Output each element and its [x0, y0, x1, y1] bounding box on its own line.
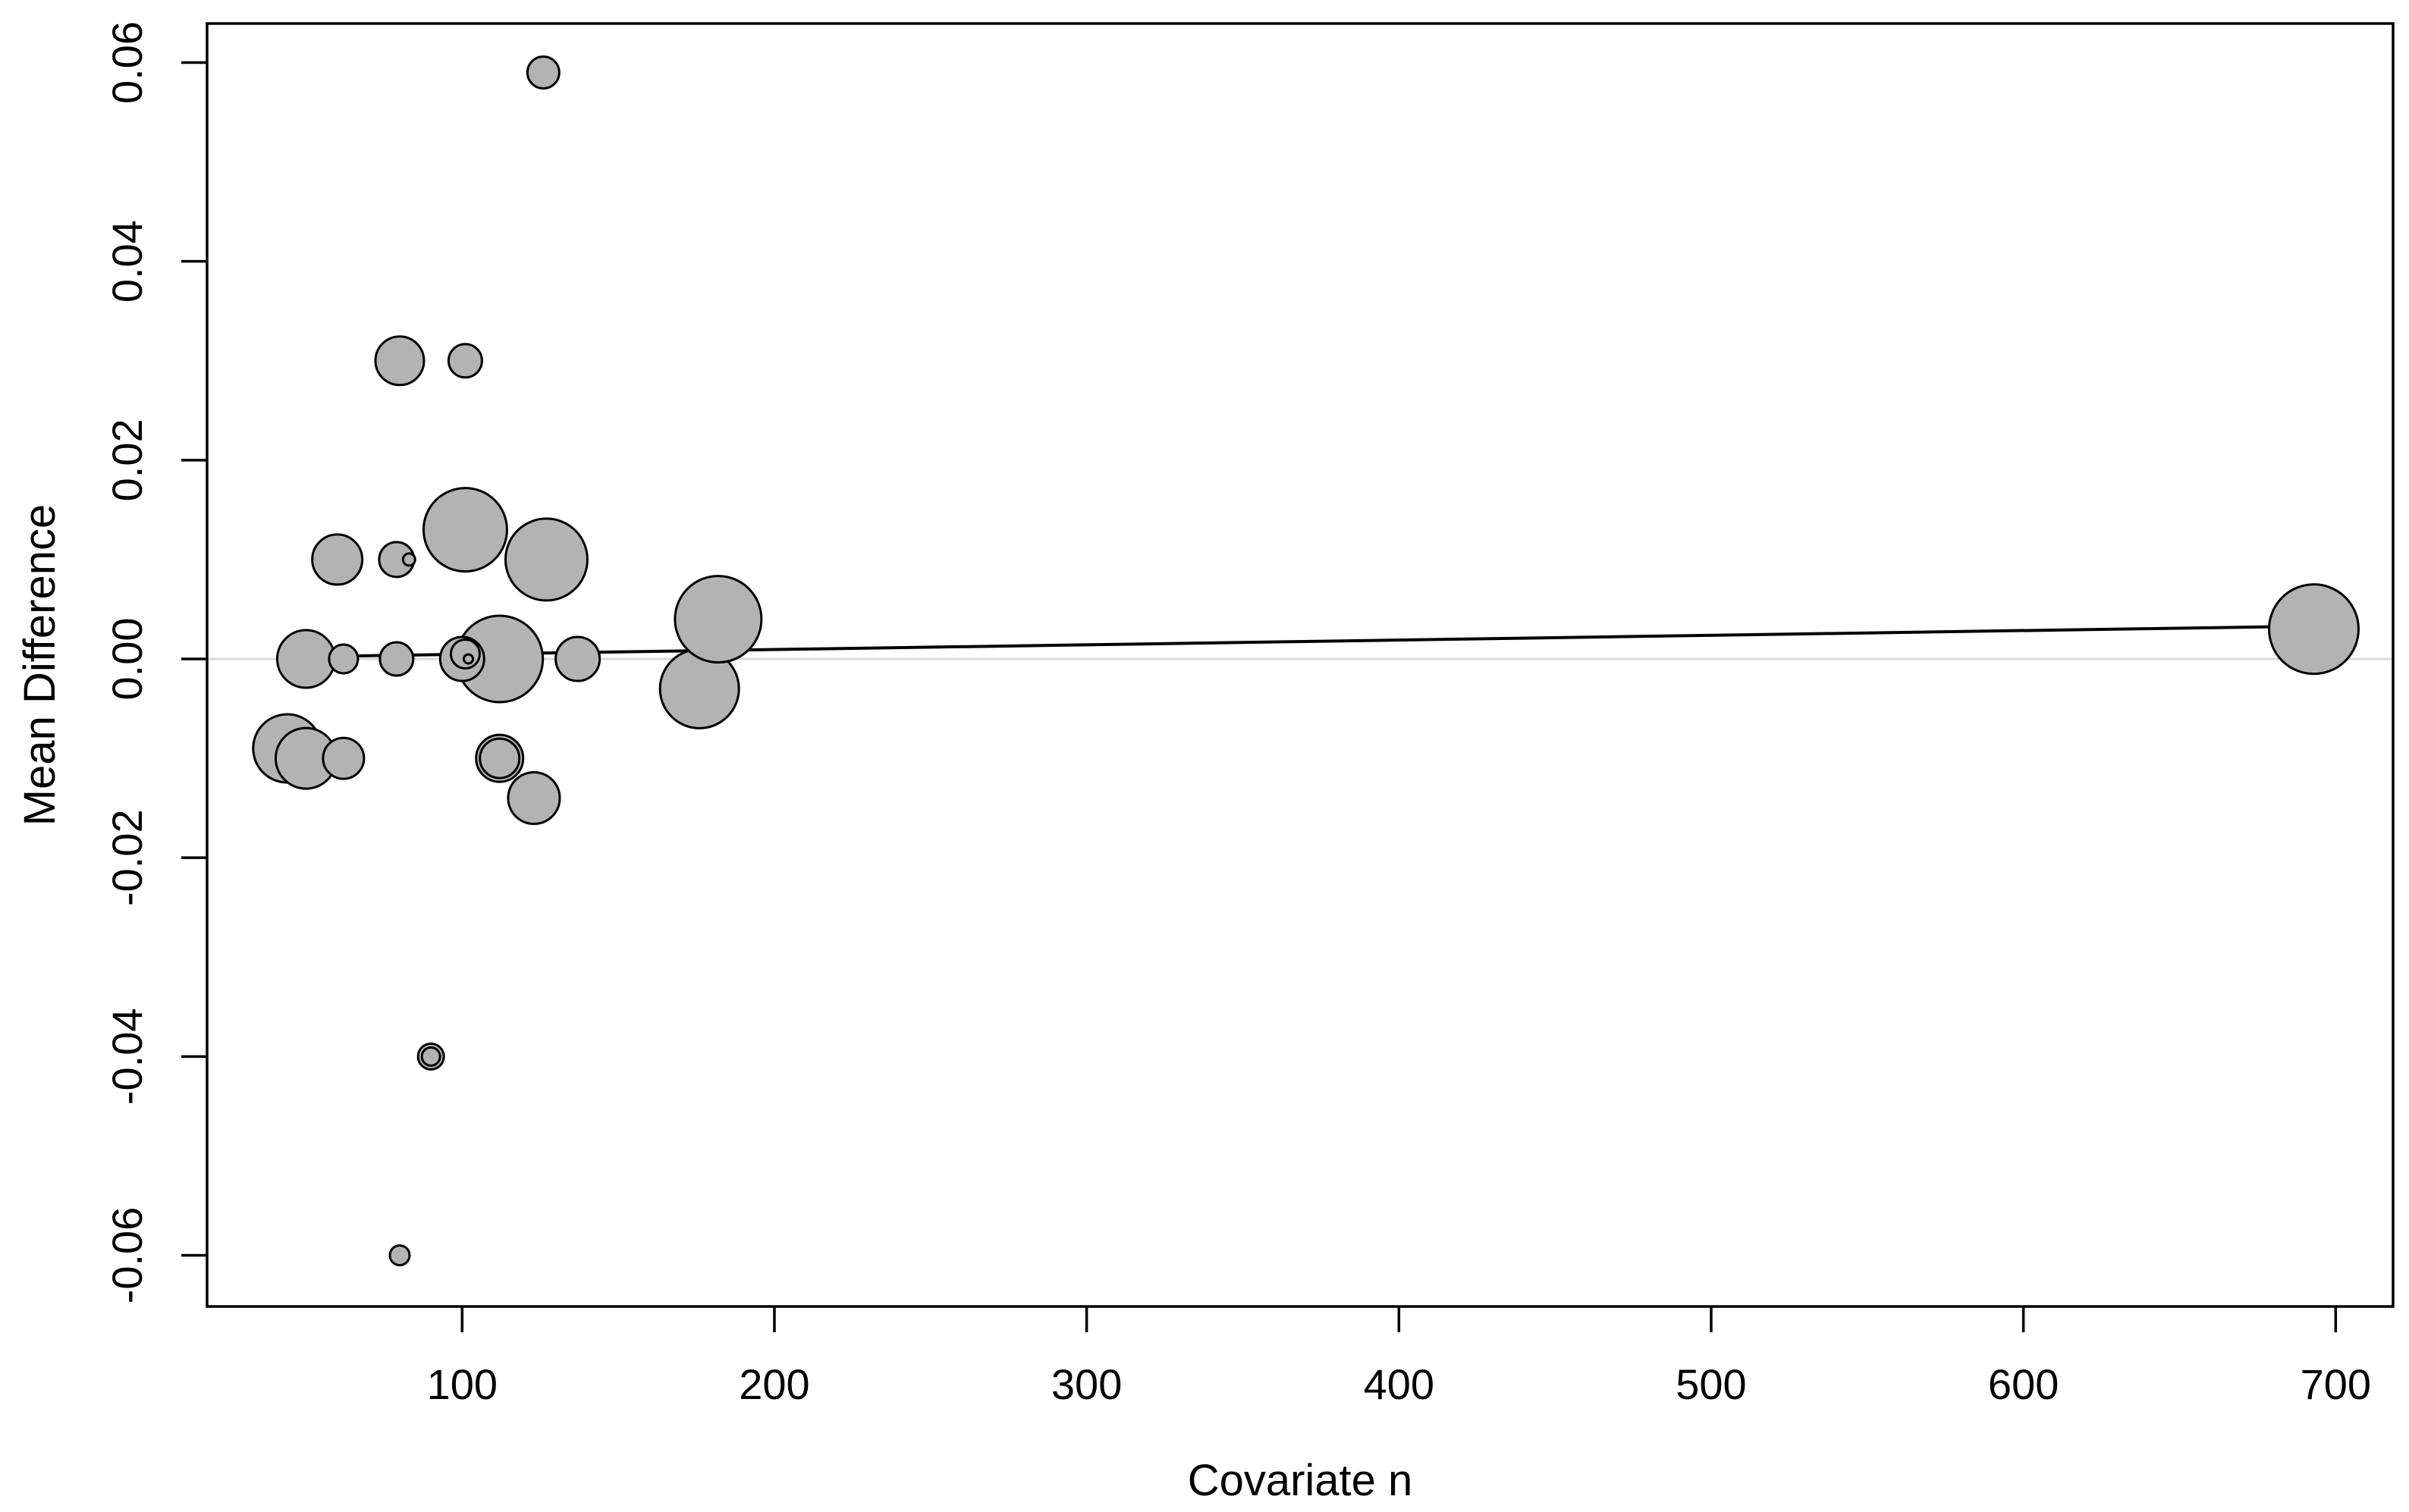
bubble — [447, 343, 483, 379]
bubble — [328, 643, 360, 675]
x-tick-label: 300 — [1051, 1360, 1122, 1408]
y-tick-label: 0.06 — [103, 21, 151, 104]
bubble — [378, 641, 415, 677]
x-tick-label: 500 — [1676, 1360, 1746, 1408]
bubble — [422, 487, 508, 573]
bubble — [401, 552, 416, 567]
bubble — [674, 575, 763, 664]
bubble — [420, 1046, 441, 1067]
bubble — [449, 638, 481, 670]
y-tick-label: -0.06 — [103, 1207, 151, 1304]
bubble — [374, 335, 426, 387]
bubble — [275, 629, 336, 689]
regression-line — [287, 624, 2314, 659]
x-axis: 100 200 300 400 500 600 700 — [427, 1307, 2371, 1408]
x-tick-label: 200 — [739, 1360, 809, 1408]
bubble — [554, 635, 601, 682]
y-tick-label: 0.04 — [103, 220, 151, 303]
bubble — [322, 736, 366, 780]
x-tick-label: 700 — [2301, 1360, 2371, 1408]
bubble-layer — [252, 55, 2360, 1266]
x-tick-label: 600 — [1988, 1360, 2059, 1408]
bubble — [2268, 583, 2360, 676]
y-tick-label: 0.00 — [103, 618, 151, 701]
x-tick-label: 100 — [427, 1360, 498, 1408]
x-axis-title: Covariate n — [1188, 1456, 1413, 1505]
bubble — [463, 653, 475, 665]
bubble — [507, 771, 561, 826]
y-tick-label: -0.02 — [103, 809, 151, 906]
y-tick-label: 0.02 — [103, 419, 151, 501]
bubble — [479, 737, 521, 780]
y-tick-label: -0.04 — [103, 1008, 151, 1105]
plot-border — [206, 22, 2395, 1308]
y-axis-title: Mean Difference — [15, 504, 64, 827]
bubble — [504, 517, 589, 602]
y-axis: 0.06 0.04 0.02 0.00 -0.02 -0.04 -0.06 — [103, 21, 207, 1303]
bubble — [526, 55, 561, 90]
x-tick-label: 400 — [1364, 1360, 1434, 1408]
bubble — [311, 533, 364, 586]
bubble — [388, 1244, 411, 1266]
